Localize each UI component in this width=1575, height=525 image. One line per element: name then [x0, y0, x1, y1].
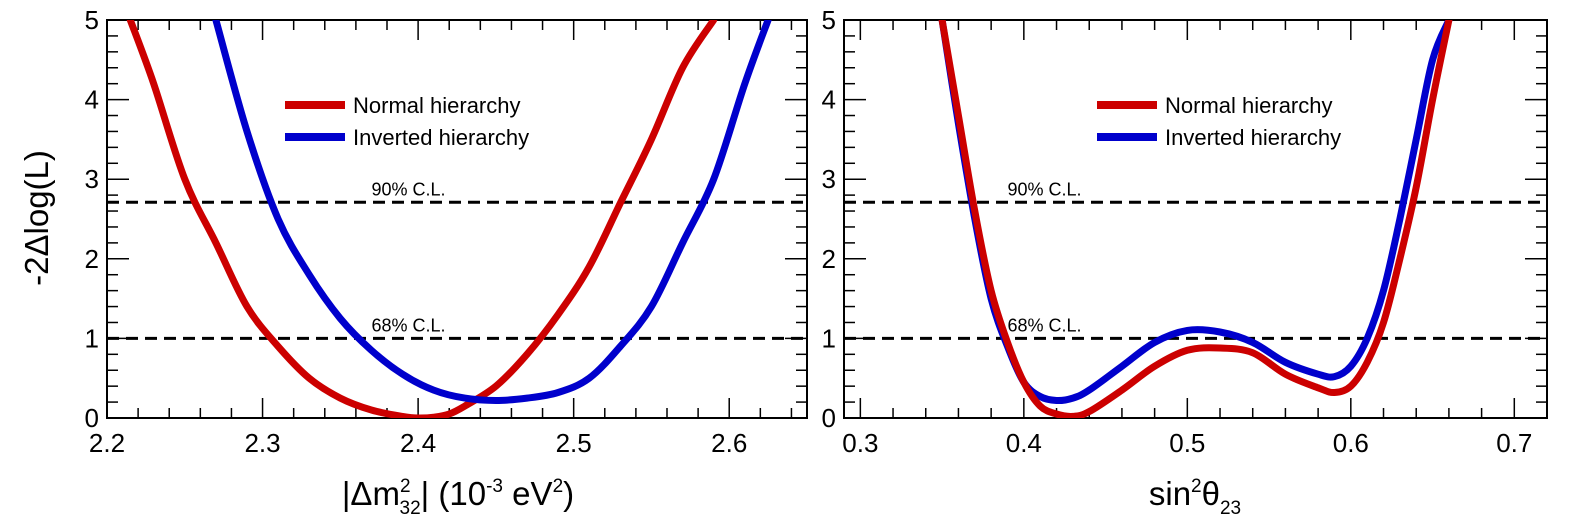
x-tick-label: 2.6 [711, 428, 747, 458]
y-tick-label: 3 [85, 164, 99, 194]
x-tick-label: 0.7 [1496, 428, 1532, 458]
cl-label: 90% C.L. [1007, 179, 1081, 199]
xlabel-right-sup: 2 [1191, 476, 1202, 497]
xlabel-right-sub: 23 [1220, 498, 1241, 519]
plot-frame [106, 19, 808, 419]
x-tick-label: 0.4 [1006, 428, 1042, 458]
y-axis-title: -2Δlog(L) [18, 150, 55, 286]
xlabel-right-theta: θ [1202, 475, 1220, 512]
cl-label: 68% C.L. [1007, 315, 1081, 335]
y-tick-label: 5 [822, 5, 836, 35]
xlabel-left-sub: 32 [400, 498, 421, 519]
x-tick-label: 2.3 [244, 428, 280, 458]
legend-label: Inverted hierarchy [1165, 125, 1341, 150]
legend-label: Normal hierarchy [353, 93, 521, 118]
xlabel-left-exp: -3 [486, 476, 503, 497]
legend-label: Inverted hierarchy [353, 125, 529, 150]
x-tick-label: 0.3 [842, 428, 878, 458]
series-line-normal [126, 20, 718, 418]
x-tick-label: 2.4 [400, 428, 436, 458]
right-panel: 0 1 2 3 4 5 0.3 0.4 0.5 0.6 0.7 68% C.L. 90% C.L. Nor… [822, 5, 1548, 458]
series-line-normal [938, 20, 1453, 418]
xlabel-left-close: ) [563, 475, 574, 512]
xlabel-right-prefix: sin [1149, 475, 1191, 512]
x-tick-label: 2.5 [556, 428, 592, 458]
xlabel-left-prefix: |Δm [342, 475, 400, 512]
y-tick-label: 0 [85, 403, 99, 433]
x-tick-label: 0.6 [1333, 428, 1369, 458]
xlabel-left-mid: | (10 [421, 475, 486, 512]
y-tick-label: 4 [822, 85, 836, 115]
series-line-inverted [212, 20, 772, 404]
y-tick-label: 1 [822, 323, 836, 353]
y-tick-label: 3 [822, 164, 836, 194]
xlabel-left-unit: eV [503, 475, 553, 512]
left-panel: 0 1 2 3 4 5 2.2 2.3 2.4 2.5 2.6 68% C.L. 90% C.L. Nor… [85, 5, 808, 458]
xlabel-left-sup: 2 [400, 476, 411, 497]
x-axis-title-right: sin2θ23 [1149, 475, 1241, 519]
cl-label: 68% C.L. [371, 315, 445, 335]
y-tick-label: 5 [85, 5, 99, 35]
x-tick-label: 0.5 [1169, 428, 1205, 458]
y-tick-label: 1 [85, 323, 99, 353]
cl-label: 90% C.L. [371, 179, 445, 199]
y-tick-label: 2 [85, 244, 99, 274]
legend-label: Normal hierarchy [1165, 93, 1333, 118]
y-tick-label: 2 [822, 244, 836, 274]
y-tick-label: 0 [822, 403, 836, 433]
xlabel-left-unitsup: 2 [553, 476, 564, 497]
x-tick-label: 2.2 [89, 428, 125, 458]
x-axis-title-left: |Δm2 32| (10-3 eV2) [342, 475, 574, 519]
y-tick-label: 4 [85, 85, 99, 115]
plot-frame [843, 19, 1548, 419]
